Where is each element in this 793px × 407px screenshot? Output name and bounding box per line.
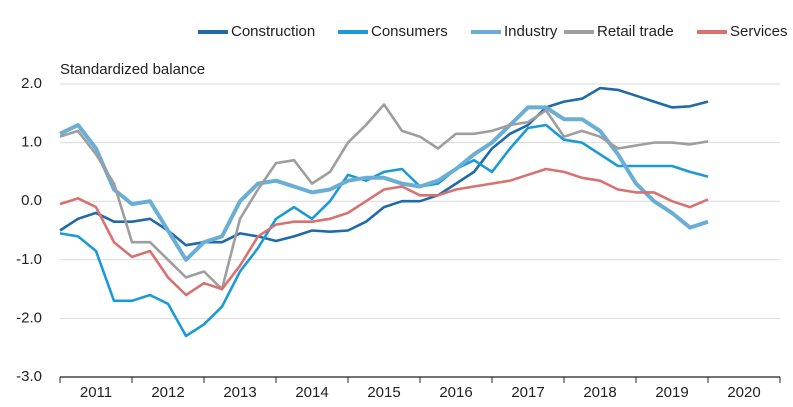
series-line	[59, 103, 709, 291]
y-axis-label: Standardized balance	[60, 61, 205, 78]
series-line	[59, 105, 709, 262]
y-tick-label: -2.0	[16, 309, 42, 326]
legend-label: Consumers	[371, 23, 448, 40]
x-tick-label: 2014	[295, 384, 328, 401]
y-tick-label: 1.0	[21, 134, 42, 151]
legend-label: Services	[730, 23, 788, 40]
y-tick-label: -3.0	[16, 368, 42, 385]
x-tick-label: 2018	[583, 384, 616, 401]
x-tick-label: 2016	[439, 384, 472, 401]
y-tick-label: 0.0	[21, 192, 42, 209]
series-line	[59, 123, 709, 338]
x-tick-label: 2020	[727, 384, 760, 401]
x-tick-label: 2015	[367, 384, 400, 401]
legend-label: Retail trade	[597, 23, 674, 40]
legend-label: Construction	[231, 23, 315, 40]
y-tick-label: 2.0	[21, 75, 42, 92]
x-tick-label: 2012	[151, 384, 184, 401]
y-tick-label: -1.0	[16, 251, 42, 268]
series-line	[59, 167, 709, 297]
x-tick-label: 2011	[80, 384, 112, 401]
legend-label: Industry	[504, 23, 558, 40]
x-tick-label: 2013	[223, 384, 256, 401]
x-tick-label: 2017	[511, 384, 544, 401]
x-tick-label: 2019	[655, 384, 688, 401]
series-line	[59, 86, 709, 247]
